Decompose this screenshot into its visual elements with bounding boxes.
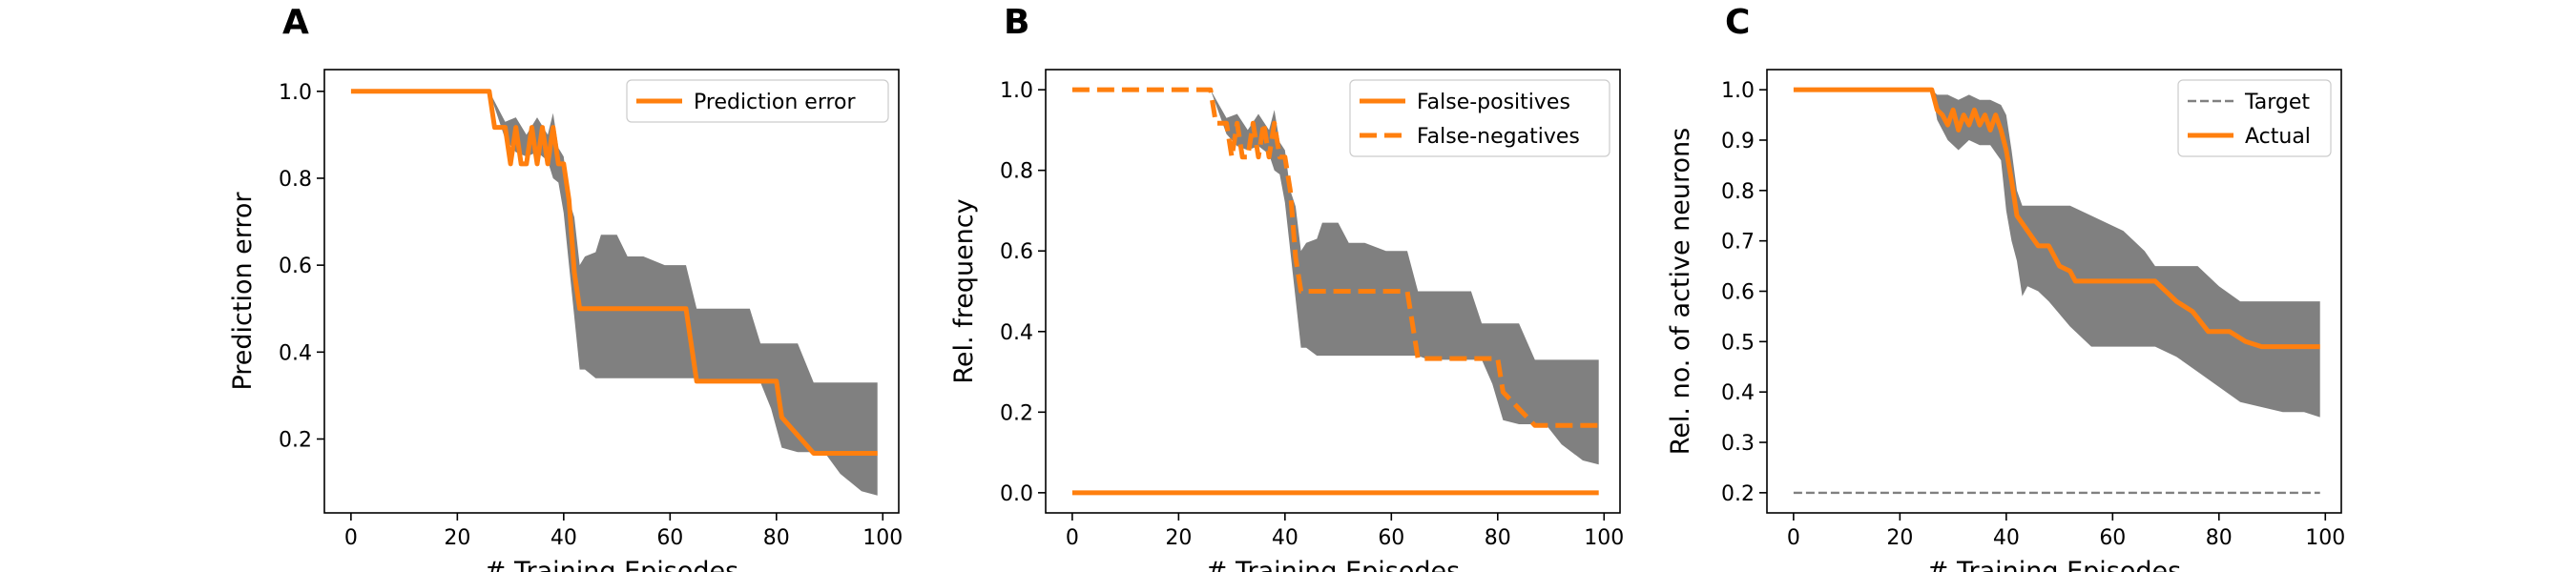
y-tick-label: 0.7 xyxy=(1721,231,1755,255)
panel-letter: A xyxy=(282,3,309,42)
y-tick-label: 1.0 xyxy=(1721,79,1755,103)
y-tick-label: 0.6 xyxy=(1000,240,1033,264)
y-tick-label: 0.8 xyxy=(1721,180,1755,204)
series-line-false-negatives xyxy=(1071,87,1599,428)
variability-band xyxy=(1793,90,2320,418)
y-tick-label: 0.6 xyxy=(1721,281,1755,305)
legend-label-actual: Actual xyxy=(2245,125,2311,149)
legend-label-false-negatives: False-negatives xyxy=(1417,125,1580,149)
panel-c: 0 20 40 60 80 100 0.2 0.3 0.4 0.5 0.6 0.7 0.8 0.9 1.0 #… xyxy=(1666,3,2345,572)
x-tick-label: 0 xyxy=(344,526,358,550)
x-tick-label: 20 xyxy=(444,526,470,550)
x-tick-label: 40 xyxy=(551,526,577,550)
x-tick-label: 100 xyxy=(1584,526,1624,550)
y-tick-label: 0.5 xyxy=(1721,331,1755,355)
legend-label-false-positives: False-positives xyxy=(1417,91,1570,114)
y-tick-label: 0.6 xyxy=(279,255,312,278)
x-tick-label: 80 xyxy=(2206,526,2233,550)
y-tick-label: 0.8 xyxy=(279,168,312,192)
series-line-actual xyxy=(1793,87,2320,350)
plot-area xyxy=(350,89,878,496)
axes-frame xyxy=(1045,69,1621,514)
y-axis-label: Rel. no. of active neurons xyxy=(1666,128,1695,455)
y-tick-label: 0.2 xyxy=(1721,482,1755,506)
y-tick-label: 1.0 xyxy=(1000,79,1033,103)
x-tick-label: 80 xyxy=(1485,526,1511,550)
x-tick-label: 20 xyxy=(1165,526,1192,550)
plot-area xyxy=(1793,87,2320,495)
x-tick-label: 60 xyxy=(2099,526,2126,550)
y-tick-label: 0.2 xyxy=(1000,401,1033,425)
panel-letter: B xyxy=(1004,3,1029,42)
panel-letter: C xyxy=(1725,3,1750,42)
panel-a: 0 20 40 60 80 100 0.2 0.4 0.6 0.8 1.0 # Training Ep… xyxy=(228,3,903,572)
legend-box xyxy=(1349,79,1610,157)
y-tick-label: 0.4 xyxy=(1721,381,1755,405)
axes-frame xyxy=(323,69,900,514)
variability-band xyxy=(1071,90,1599,465)
y-tick-label: 0.9 xyxy=(1721,130,1755,153)
x-tick-label: 40 xyxy=(1272,526,1298,550)
x-axis-label: # Training Episodes xyxy=(1206,557,1460,572)
legend-label-prediction-error: Prediction error xyxy=(694,91,856,114)
y-tick-label: 0.4 xyxy=(1000,321,1033,345)
legend: False-positives False-negatives xyxy=(1349,79,1610,157)
y-tick-label: 0.8 xyxy=(1000,160,1033,184)
x-tick-label: 80 xyxy=(763,526,790,550)
x-tick-label: 100 xyxy=(2305,526,2345,550)
legend-box xyxy=(626,79,889,123)
x-tick-label: 60 xyxy=(656,526,683,550)
y-tick-label: 0.0 xyxy=(1000,482,1033,506)
y-tick-label: 0.3 xyxy=(1721,432,1755,456)
x-axis-label: # Training Episodes xyxy=(485,557,738,572)
x-tick-label: 100 xyxy=(862,526,903,550)
y-axis-label: Rel. frequency xyxy=(949,198,979,383)
series-line-prediction-error xyxy=(350,89,878,456)
plot-area xyxy=(1071,87,1599,496)
x-tick-label: 60 xyxy=(1378,526,1404,550)
legend: Prediction error xyxy=(626,79,889,123)
x-tick-label: 0 xyxy=(1066,526,1079,550)
legend-label-target: Target xyxy=(2244,91,2310,114)
legend: Target Actual xyxy=(2177,79,2332,157)
variability-band xyxy=(350,91,878,496)
y-tick-label: 0.4 xyxy=(279,341,312,365)
y-tick-label: 1.0 xyxy=(279,81,312,105)
panel-b: 0 20 40 60 80 100 0.0 0.2 0.4 0.6 0.8 1.0 # Training… xyxy=(949,3,1624,572)
x-axis-label: # Training Episodes xyxy=(1927,557,2181,572)
x-tick-label: 0 xyxy=(1787,526,1800,550)
x-tick-label: 40 xyxy=(1993,526,2020,550)
y-tick-label: 0.2 xyxy=(279,429,312,453)
y-axis-label: Prediction error xyxy=(228,192,258,391)
x-tick-label: 20 xyxy=(1886,526,1913,550)
